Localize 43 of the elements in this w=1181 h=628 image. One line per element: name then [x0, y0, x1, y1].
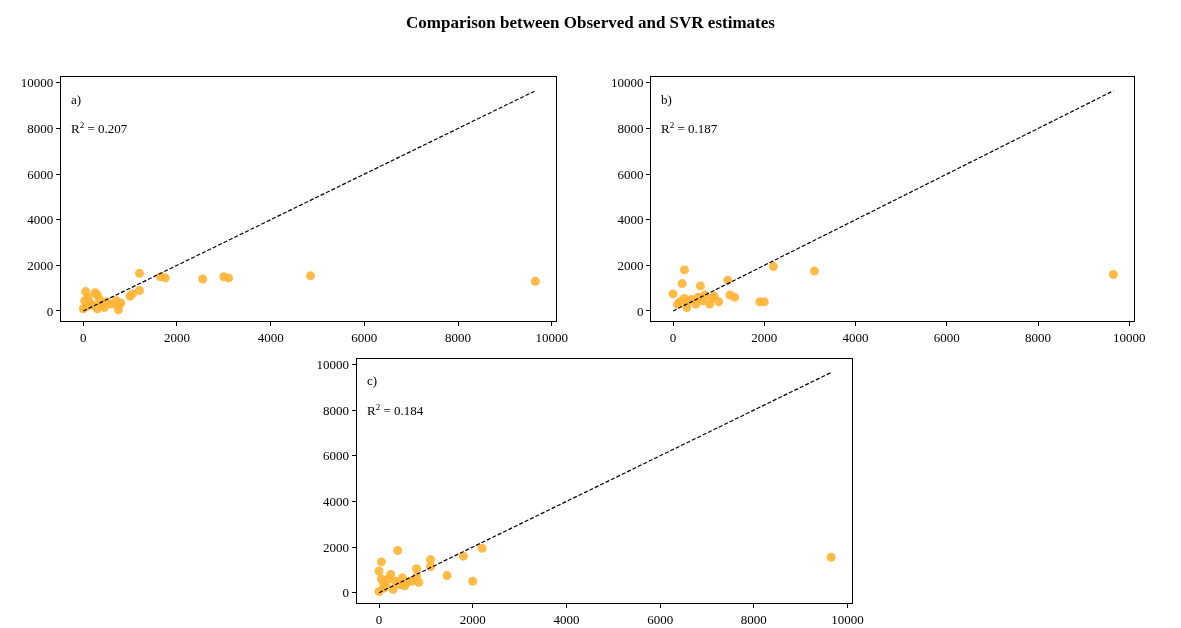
- annotation: b): [661, 92, 672, 107]
- y-tick-label: 6000: [27, 166, 54, 182]
- x-tick-label: 6000: [647, 611, 674, 627]
- x-tick-label: 8000: [740, 611, 767, 627]
- annotation: R$^{2}$ = 0.187: [661, 120, 718, 137]
- x-tick-label: 4000: [842, 329, 869, 345]
- x-tick-label: 8000: [1025, 329, 1052, 345]
- x-tick-label: 0: [669, 329, 677, 345]
- y-tick-label: 4000: [27, 212, 54, 228]
- x-tick-label: 10000: [831, 611, 864, 627]
- y-tick-label: 8000: [27, 121, 54, 137]
- y-tick-label: 6000: [322, 448, 349, 464]
- y-tick-label: 0: [46, 303, 54, 319]
- y-tick-label: 8000: [617, 121, 644, 137]
- annotation: c): [367, 373, 378, 388]
- y-tick-label: 2000: [322, 539, 349, 555]
- y-tick-label: 4000: [617, 212, 644, 228]
- x-tick-label: 6000: [933, 329, 960, 345]
- x-tick-label: 8000: [445, 329, 472, 345]
- y-tick-label: 4000: [322, 493, 349, 509]
- y-tick-label: 8000: [322, 402, 349, 418]
- y-tick-label: 6000: [617, 166, 644, 182]
- x-tick-label: 10000: [1113, 329, 1146, 345]
- x-tick-label: 2000: [459, 611, 486, 627]
- y-tick-label: 2000: [27, 257, 54, 273]
- x-tick-label: 10000: [535, 329, 569, 345]
- x-tick-label: 0: [80, 329, 87, 345]
- annotation: R$^{2}$ = 0.207: [71, 120, 128, 137]
- x-tick-label: 2000: [163, 329, 190, 345]
- annotation: R$^{2}$ = 0.184: [367, 402, 424, 419]
- x-tick-label: 4000: [553, 611, 580, 627]
- y-tick-label: 10000: [20, 75, 54, 91]
- x-tick-label: 4000: [257, 329, 284, 345]
- x-tick-label: 2000: [751, 329, 778, 345]
- x-tick-label: 6000: [351, 329, 378, 345]
- x-tick-label: 0: [375, 611, 383, 627]
- y-tick-label: 2000: [617, 257, 644, 273]
- y-tick-label: 10000: [611, 75, 644, 91]
- y-tick-label: 0: [637, 303, 644, 319]
- y-tick-label: 0: [342, 585, 349, 601]
- text: Comparison between Observed and SVR estimates: [406, 12, 776, 32]
- y-tick-label: 10000: [316, 357, 349, 373]
- annotation: a): [71, 92, 82, 107]
